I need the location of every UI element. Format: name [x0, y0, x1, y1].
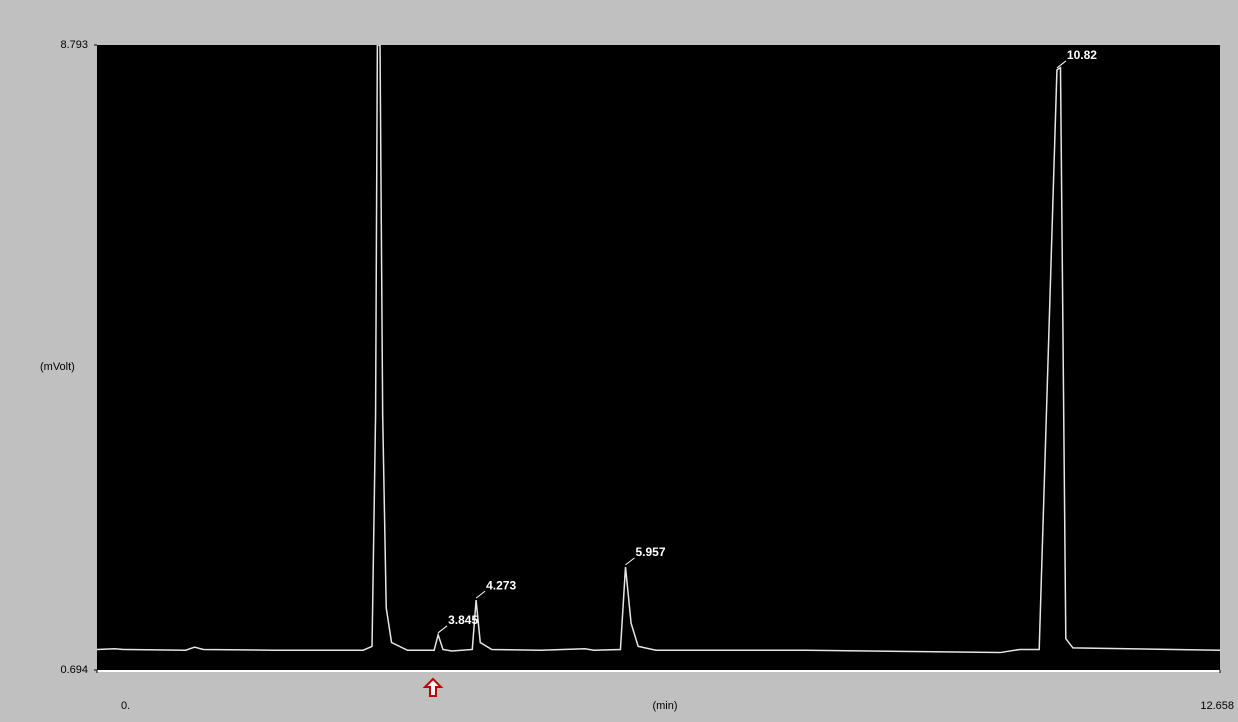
peak-annotation: 10.82	[1067, 48, 1097, 62]
peak-annotation: 3.845	[448, 613, 478, 627]
annotation-leader	[475, 590, 486, 599]
plot-area	[97, 45, 1220, 670]
x-axis-label: (min)	[652, 700, 677, 712]
x-tick-label: 12.658	[1200, 700, 1234, 712]
y-axis-label: (mVolt)	[40, 361, 75, 373]
annotation-leader	[1056, 60, 1067, 69]
y-tick-label: 8.793	[60, 39, 88, 51]
plot	[97, 45, 1220, 654]
y-tick-label: 0.694	[60, 664, 88, 676]
injection-marker	[422, 677, 444, 697]
peak-annotation: 5.957	[635, 545, 665, 559]
peak-annotation: 4.273	[486, 578, 516, 592]
x-tick-label: 0.	[121, 700, 130, 712]
trace	[97, 45, 1220, 654]
annotation-leader	[625, 557, 635, 566]
annotation-leader	[437, 625, 448, 634]
